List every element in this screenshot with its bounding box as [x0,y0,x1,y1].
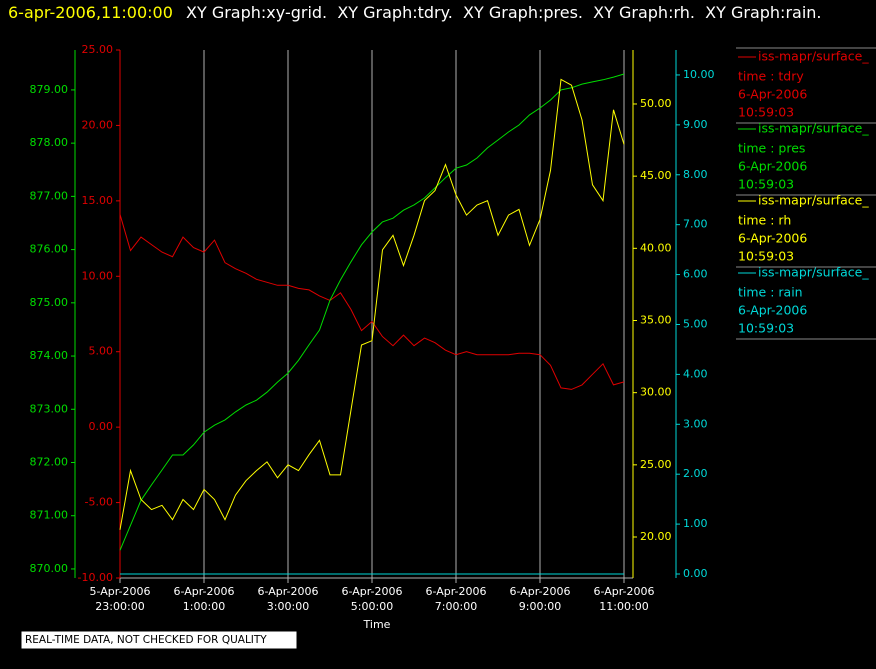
x-tick-label: 6-Apr-2006 [341,585,402,598]
y-tick-label: 20.00 [82,118,114,131]
x-tick-label: 5-Apr-2006 [89,585,150,598]
y-tick-label: 873.00 [30,402,69,415]
y-tick-label: 4.00 [683,367,708,380]
x-tick-label: 6-Apr-2006 [509,585,570,598]
y-tick-label: 879.00 [30,83,69,96]
y-tick-label: 20.00 [640,530,672,543]
y-tick-label: 35.00 [640,313,672,326]
legend-text: time : tdry [738,69,804,84]
y-tick-label: 15.00 [82,194,114,207]
y-tick-label: 875.00 [30,296,69,309]
x-tick-label: 23:00:00 [95,600,144,613]
y-tick-label: -10.00 [78,571,113,584]
y-tick-label: 30.00 [640,386,672,399]
legend-text: time : pres [738,141,805,156]
y-tick-label: 25.00 [640,458,672,471]
y-tick-label: 870.00 [30,562,69,575]
legend-text: time : rain [738,285,803,300]
y-tick-label: 10.00 [82,269,114,282]
y-tick-label: 0.00 [89,420,114,433]
x-tick-label: 6-Apr-2006 [173,585,234,598]
x-tick-label: 6-Apr-2006 [425,585,486,598]
y-tick-label: 871.00 [30,509,69,522]
y-tick-label: 50.00 [640,97,672,110]
legend-text: 10:59:03 [738,249,794,264]
series-line [119,78,625,530]
y-tick-label: 5.00 [89,345,114,358]
note: REAL-TIME DATA, NOT CHECKED FOR QUALITY [25,634,267,646]
x-tick-label: 11:00:00 [599,600,648,613]
y-tick-label: 878.00 [30,136,69,149]
legend-text: 6-Apr-2006 [738,231,807,246]
x-tick-label: 1:00:00 [183,600,225,613]
legend-name: iss-mapr/surface_ [758,49,869,64]
legend-name: iss-mapr/surface_ [758,193,869,208]
legend-text: 10:59:03 [738,177,794,192]
y-tick-label: -5.00 [85,496,113,509]
header: 6-apr-2006,11:00:00 XY Graph:xy-grid. XY… [8,3,822,22]
x-tick-label: 3:00:00 [267,600,309,613]
y-tick-label: 2.00 [683,467,708,480]
timestamp: 6-apr-2006,11:00:00 [8,3,173,22]
x-axis-label: Time [363,618,391,631]
y-tick-label: 0.00 [683,567,708,580]
series-line [119,214,625,390]
x-tick-label: 6-Apr-2006 [257,585,318,598]
y-tick-label: 45.00 [640,169,672,182]
x-tick-label: 6-Apr-2006 [593,585,654,598]
header-title: XY Graph:xy-grid. XY Graph:tdry. XY Grap… [186,3,822,22]
legend-name: iss-mapr/surface_ [758,265,869,280]
legend-name: iss-mapr/surface_ [758,121,869,136]
y-tick-label: 872.00 [30,456,69,469]
y-tick-label: 5.00 [683,317,708,330]
legend-text: 10:59:03 [738,321,794,336]
legend-text: 6-Apr-2006 [738,87,807,102]
legend-text: 10:59:03 [738,105,794,120]
x-tick-label: 9:00:00 [519,600,561,613]
y-tick-label: 874.00 [30,349,69,362]
y-tick-label: 3.00 [683,417,708,430]
legend-text: time : rh [738,213,791,228]
y-tick-label: 8.00 [683,168,708,181]
y-tick-label: 877.00 [30,189,69,202]
x-tick-label: 5:00:00 [351,600,393,613]
y-tick-label: 1.00 [683,517,708,530]
y-tick-label: 25.00 [82,43,114,56]
y-tick-label: 40.00 [640,241,672,254]
y-tick-label: 876.00 [30,243,69,256]
y-tick-label: 9.00 [683,118,708,131]
y-tick-label: 10.00 [683,68,715,81]
y-tick-label: 6.00 [683,268,708,281]
series-line [119,73,625,551]
legend-text: 6-Apr-2006 [738,303,807,318]
note-box [20,630,298,650]
legend-text: 6-Apr-2006 [738,159,807,174]
y-tick-label: 7.00 [683,218,708,231]
x-tick-label: 7:00:00 [435,600,477,613]
